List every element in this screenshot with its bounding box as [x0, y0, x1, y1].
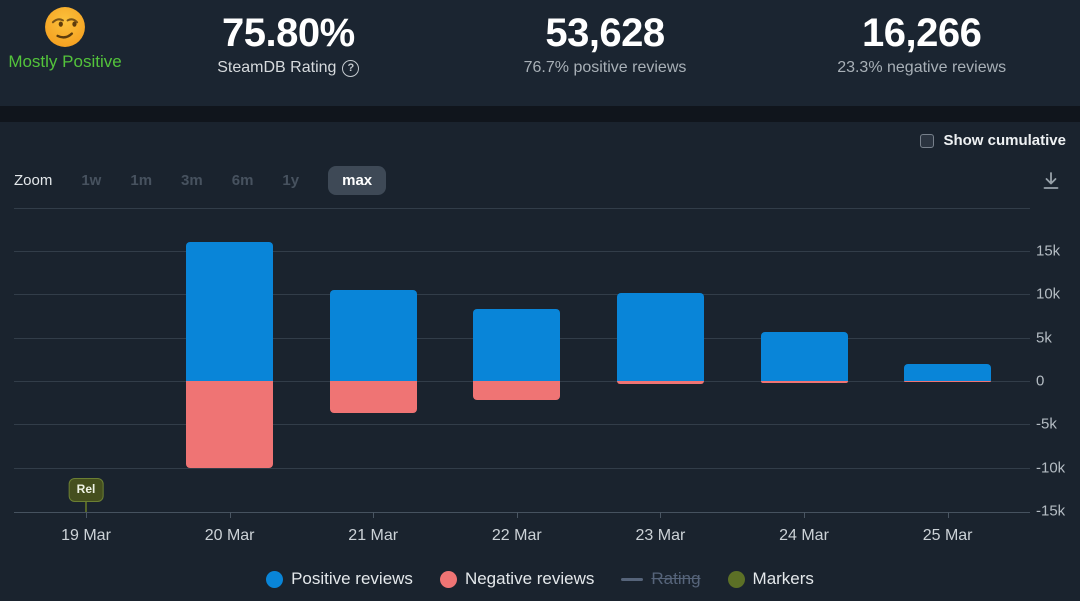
chart-legend: Positive reviews Negative reviews Rating Ma… — [0, 569, 1080, 589]
zoom-option-max[interactable]: max — [328, 165, 387, 195]
bar-negative-22-mar — [473, 381, 561, 401]
reviews-chart-panel: Show cumulative Zoom 1w 1m 3m 6m 1y max 15k 10… — [0, 122, 1080, 601]
show-cumulative-toggle[interactable]: Show cumulative — [920, 132, 1066, 149]
gridline — [14, 251, 1030, 253]
x-axis-tick — [516, 512, 518, 518]
legend-dot-icon — [266, 570, 284, 588]
legend-item-positive-reviews[interactable]: Positive reviews — [266, 569, 413, 589]
chart-plot-area: 15k 10k 5k 0 -5k -10k -15k 19 Mar 20 Mar 21 Mar 22… — [0, 122, 1080, 601]
y-axis-tick-label: 5k — [1036, 329, 1052, 347]
legend-item-markers[interactable]: Markers — [727, 569, 814, 589]
release-marker-badge[interactable]: Rel — [68, 478, 104, 502]
bar-negative-25-mar — [904, 381, 992, 382]
help-icon[interactable]: ? — [342, 59, 360, 77]
y-axis-tick-label: 0 — [1036, 372, 1045, 390]
bar-positive-24-mar — [760, 331, 848, 381]
x-axis-tick — [373, 512, 375, 518]
legend-dot-icon — [727, 570, 745, 588]
legend-item-rating[interactable]: Rating — [621, 569, 701, 589]
legend-line-icon — [621, 577, 644, 581]
positive-percent-label: 76.7% positive reviews — [523, 59, 687, 76]
smirking-face-emoji — [45, 7, 85, 47]
bar-negative-21-mar — [329, 381, 417, 414]
bar-positive-22-mar — [473, 309, 561, 381]
zoom-option-1m[interactable]: 1m — [130, 171, 153, 189]
x-axis-label-25-mar: 25 Mar — [922, 527, 973, 544]
gridline — [14, 424, 1030, 426]
download-icon — [1043, 172, 1059, 189]
bar-negative-23-mar — [616, 381, 704, 384]
rating-value: 75.80% — [222, 11, 355, 55]
x-axis-label-19-mar: 19 Mar — [61, 527, 111, 544]
zoom-option-6m[interactable]: 6m — [231, 171, 254, 189]
steamdb-rating-stat: 75.80% SteamDB Rating ? — [130, 0, 447, 77]
zoom-toolbar-label: Zoom — [14, 171, 53, 189]
x-axis-tick — [660, 512, 662, 518]
negative-count: 16,266 — [862, 11, 982, 55]
positive-count: 53,628 — [545, 11, 665, 55]
x-axis-line — [14, 512, 1030, 513]
legend-label: Positive reviews — [291, 569, 413, 588]
release-marker-stem — [85, 502, 87, 512]
bar-positive-21-mar — [329, 290, 417, 381]
show-cumulative-checkbox[interactable] — [920, 133, 935, 148]
y-axis-tick-label: 15k — [1036, 242, 1061, 260]
positive-reviews-stat: 53,628 76.7% positive reviews — [447, 0, 764, 77]
zoom-option-1y[interactable]: 1y — [282, 171, 300, 189]
zoom-range-toolbar: Zoom 1w 1m 3m 6m 1y max — [14, 164, 387, 196]
bar-positive-23-mar — [616, 292, 704, 381]
show-cumulative-label: Show cumulative — [943, 132, 1066, 149]
y-axis-tick-label: -10k — [1036, 459, 1066, 477]
review-stats-header: Mostly Positive 75.80% SteamDB Rating ? … — [0, 0, 1080, 106]
zoom-option-1w[interactable]: 1w — [81, 171, 102, 189]
x-axis-tick — [804, 512, 805, 518]
bar-negative-20-mar — [186, 381, 274, 468]
legend-label: Rating — [651, 569, 701, 588]
legend-label: Markers — [752, 569, 814, 588]
download-chart-button[interactable] — [1038, 168, 1064, 194]
sentiment-label: Mostly Positive — [8, 52, 122, 71]
gridline — [14, 207, 1030, 209]
x-axis-label-23-mar: 23 Mar — [635, 527, 686, 544]
x-axis-label-24-mar: 24 Mar — [779, 527, 829, 544]
x-axis-tick — [229, 512, 231, 518]
rating-label: SteamDB Rating ? — [217, 59, 360, 77]
negative-percent-label: 23.3% negative reviews — [837, 59, 1007, 76]
x-axis-tick — [947, 512, 949, 518]
bar-positive-25-mar — [904, 363, 992, 381]
gridline — [14, 467, 1030, 469]
x-axis-label-22-mar: 22 Mar — [491, 527, 542, 544]
legend-dot-icon — [439, 570, 457, 588]
gridline — [14, 294, 1030, 296]
x-axis-tick — [86, 512, 87, 518]
sentiment-block: Mostly Positive — [0, 0, 130, 72]
y-axis-tick-label: 10k — [1036, 285, 1061, 303]
legend-item-negative-reviews[interactable]: Negative reviews — [439, 569, 595, 589]
x-axis-label-20-mar: 20 Mar — [204, 527, 255, 544]
negative-reviews-stat: 16,266 23.3% negative reviews — [763, 0, 1080, 77]
y-axis-tick-label: -5k — [1036, 415, 1057, 433]
legend-label: Negative reviews — [464, 569, 595, 588]
x-axis-label-21-mar: 21 Mar — [348, 527, 399, 544]
y-axis-tick-label: -15k — [1036, 502, 1066, 520]
bar-negative-24-mar — [760, 381, 848, 384]
bar-positive-20-mar — [186, 242, 274, 381]
zoom-option-3m[interactable]: 3m — [181, 171, 203, 189]
